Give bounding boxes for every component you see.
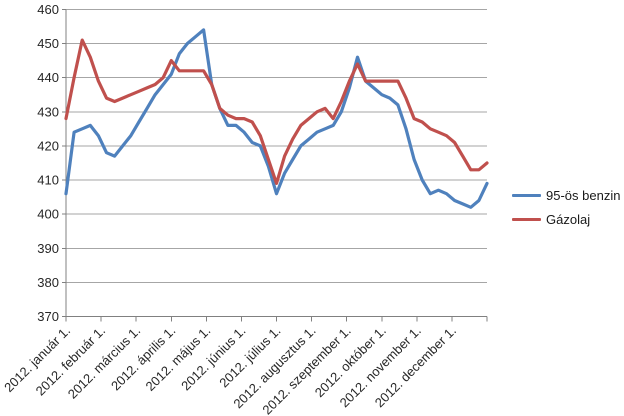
y-axis-tick-label: 440 xyxy=(37,70,59,85)
y-axis-tick-label: 450 xyxy=(37,36,59,51)
legend-item-gazolaj[interactable]: Gázolaj xyxy=(512,212,620,227)
series-line-95-s-benzin[interactable] xyxy=(64,28,489,209)
y-axis-tick-label: 410 xyxy=(37,173,59,188)
legend-item-benzin[interactable]: 95-ös benzin xyxy=(512,188,620,203)
y-axis-tick-label: 460 xyxy=(37,2,59,17)
chart-legend: 95-ös benzin Gázolaj xyxy=(512,188,620,227)
y-axis-tick-label: 430 xyxy=(37,104,59,119)
y-axis-tick-label: 420 xyxy=(37,138,59,153)
series-line-g-zolaj[interactable] xyxy=(64,38,489,185)
y-axis-tick-label: 400 xyxy=(37,207,59,222)
y-axis-tick-label: 380 xyxy=(37,275,59,290)
y-axis-tick-label: 390 xyxy=(37,241,59,256)
legend-label-gazolaj: Gázolaj xyxy=(546,212,591,227)
legend-swatch-gazolaj xyxy=(512,218,541,221)
legend-swatch-benzin xyxy=(512,194,541,197)
legend-label-benzin: 95-ös benzin xyxy=(546,188,621,203)
y-axis-tick-label: 370 xyxy=(37,309,59,324)
